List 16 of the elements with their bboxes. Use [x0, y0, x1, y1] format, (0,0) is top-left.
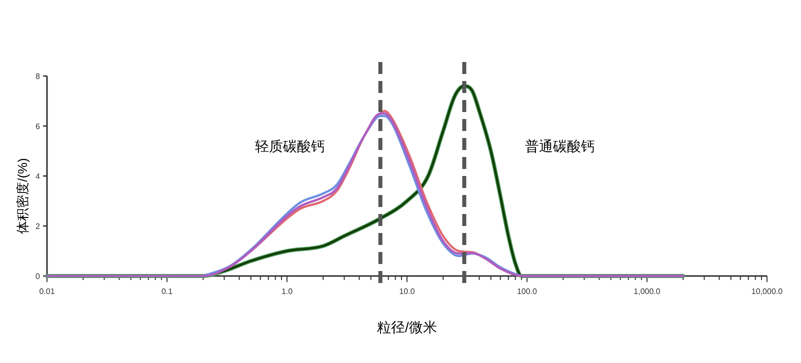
x-tick-label: 100.0 [516, 287, 538, 296]
y-tick-label: 8 [36, 72, 41, 81]
y-tick-label: 0 [36, 272, 41, 281]
y-tick-label: 2 [36, 222, 41, 231]
y-axis-title: 体积密度/(%) [15, 158, 30, 234]
annotation: 普通碳酸钙 [525, 138, 595, 154]
x-tick-label: 1.0 [281, 287, 294, 296]
x-axis-title: 粒径/微米 [377, 319, 437, 335]
y-tick-label: 4 [36, 172, 41, 181]
y-tick-label: 6 [36, 122, 41, 131]
x-tick-label: 10.0 [399, 287, 416, 296]
annotation: 轻质碳酸钙 [255, 138, 325, 154]
x-tick-label: 10,000.0 [751, 287, 784, 296]
x-tick-label: 1,000.0 [634, 287, 661, 296]
x-tick-label: 0.1 [161, 287, 174, 296]
x-tick-label: 0.01 [39, 287, 56, 296]
